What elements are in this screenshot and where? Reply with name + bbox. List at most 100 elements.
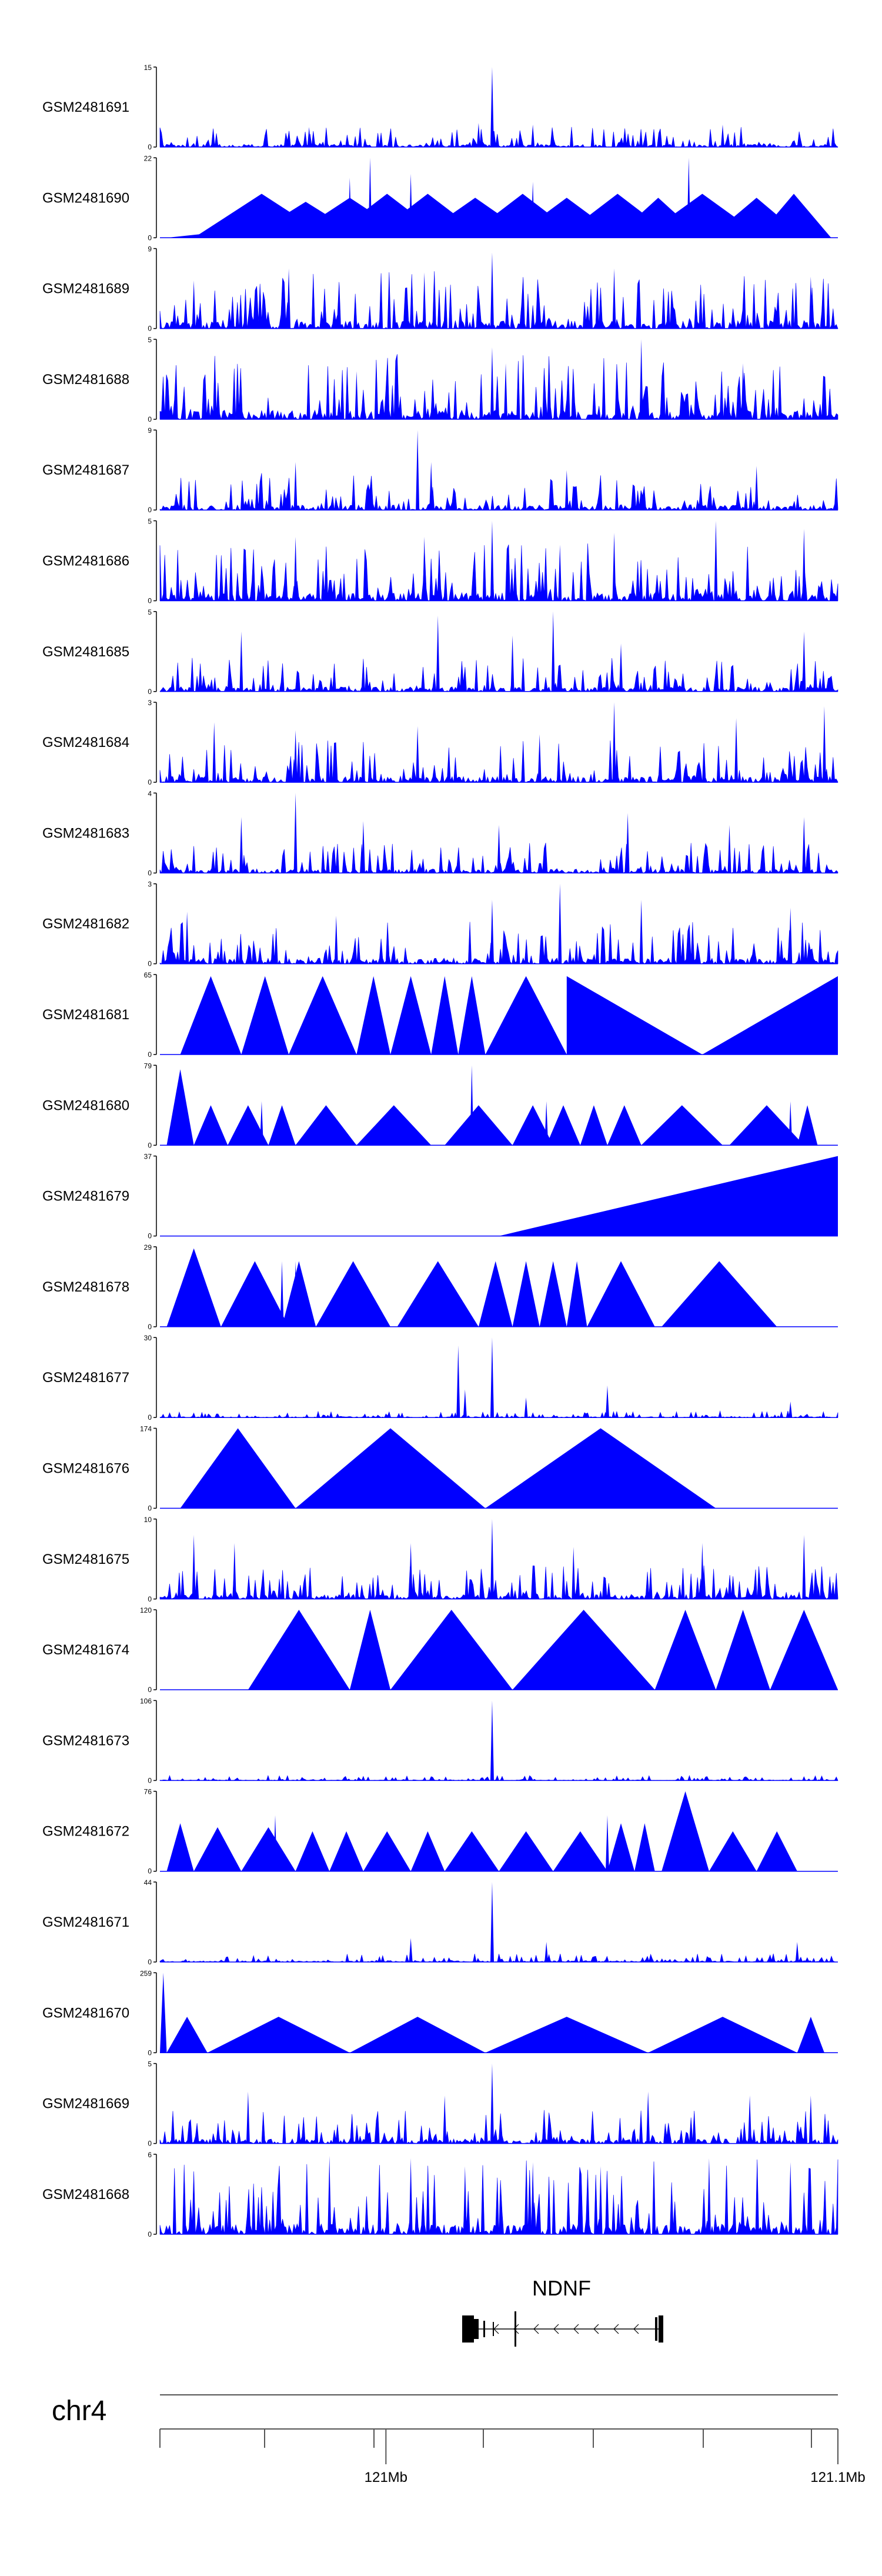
coverage-peak (485, 2017, 649, 2053)
strand-arrow-icon (613, 2324, 619, 2334)
coverage-spike (409, 173, 413, 238)
track-GSM2481672: GSM2481672 76 0 (42, 1788, 838, 1876)
y-min-label: 0 (148, 1776, 152, 1784)
y-min-label: 0 (148, 778, 152, 786)
y-max-label: 106 (140, 1697, 152, 1705)
track-label: GSM2481685 (42, 644, 129, 660)
y-max-label: 120 (140, 1606, 152, 1614)
track-GSM2481675: GSM2481675 10 0 (42, 1516, 838, 1603)
strand-arrow-icon (553, 2324, 559, 2334)
coverage-spike (348, 178, 352, 238)
y-max-label: 5 (148, 336, 152, 344)
coverage-spike (524, 1397, 528, 1418)
track-GSM2481678: GSM2481678 29 0 (42, 1243, 838, 1331)
y-min-label: 0 (148, 1141, 152, 1149)
coverage-peak (485, 976, 567, 1055)
coverage-peak (512, 1105, 553, 1146)
coverage-spike (436, 615, 440, 692)
y-max-label: 76 (144, 1788, 152, 1796)
coverage-peak (193, 1105, 228, 1146)
coverage-area (159, 543, 838, 602)
track-GSM2481670: GSM2481670 259 0 (42, 1969, 838, 2057)
coverage-peak (166, 1069, 194, 1146)
coverage-spike (687, 158, 691, 238)
coverage-peak (546, 1105, 580, 1146)
coverage-spike (564, 470, 569, 510)
coverage-spike (789, 1101, 793, 1146)
coverage-spike (476, 123, 480, 147)
coverage-spike (558, 883, 562, 964)
gene-annotation-track: NDNF (462, 2276, 663, 2347)
coverage-spike (639, 339, 643, 419)
strand-arrow-icon (493, 2324, 499, 2334)
coverage-peak (648, 2017, 797, 2053)
track-GSM2481669: GSM2481669 5 0 (42, 2060, 838, 2148)
coverage-spike (531, 124, 535, 147)
track-label: GSM2481689 (42, 281, 129, 297)
coverage-spike (490, 520, 494, 601)
coverage-spike (720, 124, 724, 147)
coverage-spike (490, 1882, 494, 1962)
y-max-label: 259 (140, 1969, 152, 1977)
coverage-spike (626, 813, 630, 873)
track-GSM2481687: GSM2481687 9 0 (42, 426, 838, 514)
coverage-spike (612, 532, 616, 601)
track-GSM2481671: GSM2481671 44 0 (42, 1878, 838, 1966)
track-label: GSM2481684 (42, 735, 129, 750)
y-max-label: 29 (144, 1243, 152, 1252)
track-GSM2481681: GSM2481681 65 0 (42, 971, 838, 1059)
y-max-label: 9 (148, 426, 152, 435)
y-min-label: 0 (148, 415, 152, 423)
coverage-spike (544, 1101, 549, 1146)
coverage-spike (822, 706, 826, 783)
coverage-peak (295, 1831, 330, 1871)
coverage-spike (741, 363, 745, 419)
coverage-peak (607, 1823, 635, 1871)
coverage-area (159, 354, 838, 421)
coverage-peak (485, 1428, 716, 1509)
coverage-spike (490, 347, 494, 419)
track-label: GSM2481688 (42, 372, 129, 388)
coverage-spike (293, 793, 298, 873)
track-label: GSM2481669 (42, 2096, 129, 2112)
coverage-peak (356, 1105, 432, 1146)
y-min-label: 0 (148, 1413, 152, 1422)
coverage-area (159, 1410, 838, 1419)
coverage-peak (329, 1831, 363, 1871)
coverage-spike (714, 520, 718, 601)
strand-arrow-icon (513, 2324, 519, 2334)
coverage-spike (328, 2155, 332, 2234)
coverage-peak (207, 2017, 350, 2053)
axis-tick-label: 121Mb (365, 2470, 407, 2485)
track-label: GSM2481675 (42, 1551, 129, 1567)
coverage-peak (241, 1827, 296, 1871)
y-min-label: 0 (148, 325, 152, 333)
coverage-peak (539, 1261, 567, 1327)
track-GSM2481676: GSM2481676 174 0 (42, 1425, 838, 1513)
coverage-peak (729, 1105, 804, 1146)
gene-exon (659, 2315, 663, 2343)
y-min-label: 0 (148, 1958, 152, 1966)
coverage-spike (612, 702, 616, 783)
track-GSM2481688: GSM2481688 5 0 (42, 336, 838, 423)
coverage-peak (756, 193, 831, 238)
track-label: GSM2481687 (42, 462, 129, 478)
y-max-label: 6 (148, 2151, 152, 2159)
coverage-peak (180, 1428, 296, 1509)
gene-exon (514, 2311, 516, 2347)
coverage-peak (634, 1823, 655, 1871)
coverage-ramp (702, 976, 838, 1055)
strand-arrow-icon (633, 2324, 639, 2334)
coverage-spike (605, 1385, 609, 1418)
coverage-peak (654, 1610, 716, 1690)
coverage-spike (490, 1519, 494, 1599)
coverage-spike (802, 817, 806, 873)
coverage-peak (295, 1105, 357, 1146)
track-label: GSM2481686 (42, 553, 129, 569)
y-min-label: 0 (148, 960, 152, 968)
coverage-spike (802, 631, 806, 692)
coverage-spike (700, 1543, 704, 1599)
coverage-spike (192, 1535, 196, 1599)
gene-exon (655, 2317, 657, 2341)
